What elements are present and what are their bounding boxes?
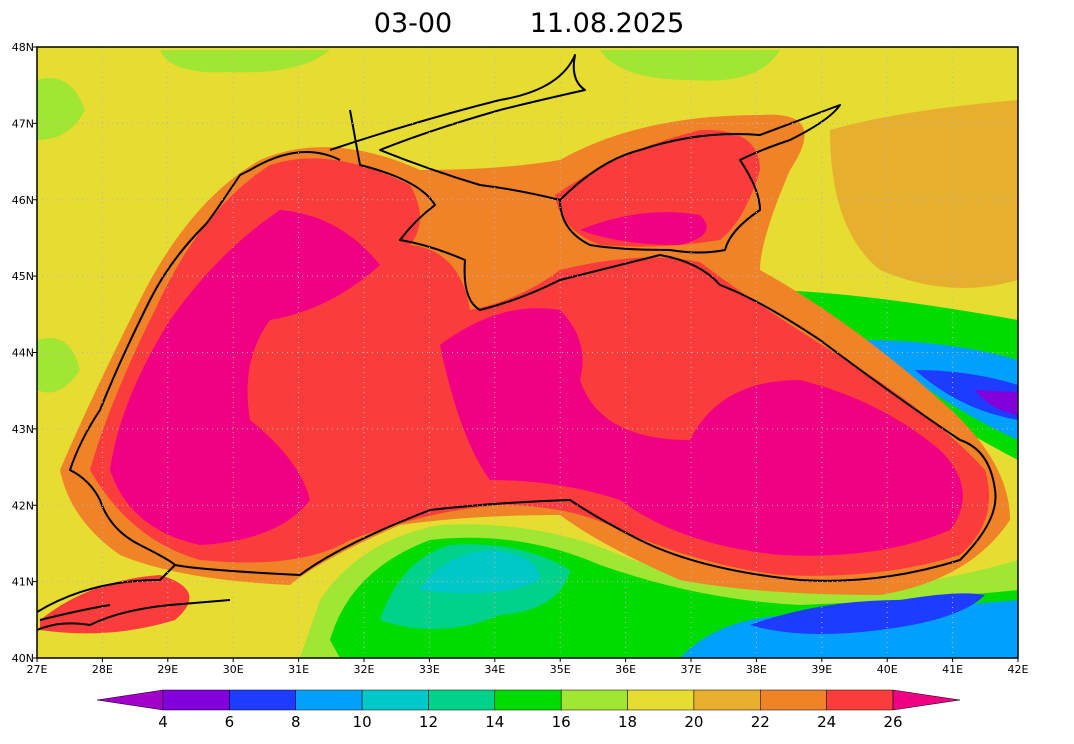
colorbar-label: 22 (751, 713, 770, 731)
lat-label: 46N (12, 194, 34, 207)
lon-label: 36E (615, 663, 636, 676)
lon-label: 40E (877, 663, 898, 676)
lat-label: 48N (12, 41, 34, 54)
field-patch (975, 390, 1018, 415)
field-patch (915, 370, 1018, 420)
grid (37, 47, 1018, 658)
field-patch (830, 100, 1018, 288)
colorbar-segment (494, 689, 562, 711)
lat-label: 47N (12, 117, 34, 130)
colorbar-label: 4 (158, 713, 168, 731)
lon-label: 38E (746, 663, 767, 676)
lon-label: 34E (484, 663, 505, 676)
field-patch (37, 338, 80, 393)
field-patch (750, 593, 985, 634)
lon-label: 29E (157, 663, 178, 676)
colorbar-label: 6 (225, 713, 235, 731)
field-patch (600, 50, 780, 81)
field-patch (37, 78, 85, 140)
field-patch (860, 340, 1018, 440)
colorbar-label: 8 (291, 713, 301, 731)
lat-label: 43N (12, 423, 34, 436)
colorbar-segment (826, 689, 894, 711)
lon-label: 33E (419, 663, 440, 676)
sea-core (440, 308, 963, 556)
marmara-warm (40, 575, 190, 634)
lon-label: 27E (27, 663, 48, 676)
title-time: 03-00 (374, 8, 452, 39)
azov-core (580, 212, 707, 245)
lat-label: 40N (12, 652, 34, 665)
colorbar-label: 24 (817, 713, 836, 731)
colorbar-segment (627, 689, 695, 711)
colorbar: 4 6 8 10 12 14 16 18 20 22 24 26 (96, 689, 961, 731)
axis-labels: 27E 28E 29E 30E 31E 32E 33E 34E 35E 36E 37E 38E 39E 4… (12, 41, 1029, 676)
sea-core (110, 210, 380, 545)
lat-label: 42N (12, 499, 34, 512)
colorbar-label: 12 (419, 713, 438, 731)
colorbar-label: 26 (883, 713, 902, 731)
colorbar-segment (361, 689, 429, 711)
lat-label: 41N (12, 576, 34, 589)
colorbar-segment (560, 689, 628, 711)
coastline (37, 599, 231, 631)
lon-label: 30E (223, 663, 244, 676)
colorbar-segment (295, 689, 363, 711)
lon-label: 31E (288, 663, 309, 676)
colorbar-label: 16 (552, 713, 571, 731)
colorbar-segment (229, 689, 296, 711)
colorbar-segment (162, 689, 230, 711)
field-patch (420, 550, 540, 594)
colorbar-segment (428, 689, 496, 711)
lon-label: 42E (1008, 663, 1029, 676)
coastline (37, 54, 997, 613)
colorbar-label: 20 (684, 713, 703, 731)
lon-label: 41E (942, 663, 963, 676)
colorbar-segment (693, 689, 761, 711)
colorbar-label: 18 (618, 713, 637, 731)
lon-label: 32E (354, 663, 375, 676)
colorbar-segment (760, 689, 827, 711)
lon-label: 39E (811, 663, 832, 676)
lat-label: 44N (12, 347, 34, 360)
colorbar-label: 10 (353, 713, 372, 731)
lon-label: 37E (681, 663, 702, 676)
lat-label: 45N (12, 270, 34, 283)
lon-label: 28E (92, 663, 113, 676)
colorbar-arrow-high (892, 689, 961, 711)
lon-label: 35E (550, 663, 571, 676)
azov-warm (555, 129, 760, 247)
colorbar-label: 14 (485, 713, 504, 731)
colorbar-arrow-low (96, 689, 164, 711)
sst-field (37, 47, 1018, 658)
title-date: 11.08.2025 (530, 8, 685, 39)
field-patch (160, 50, 330, 73)
